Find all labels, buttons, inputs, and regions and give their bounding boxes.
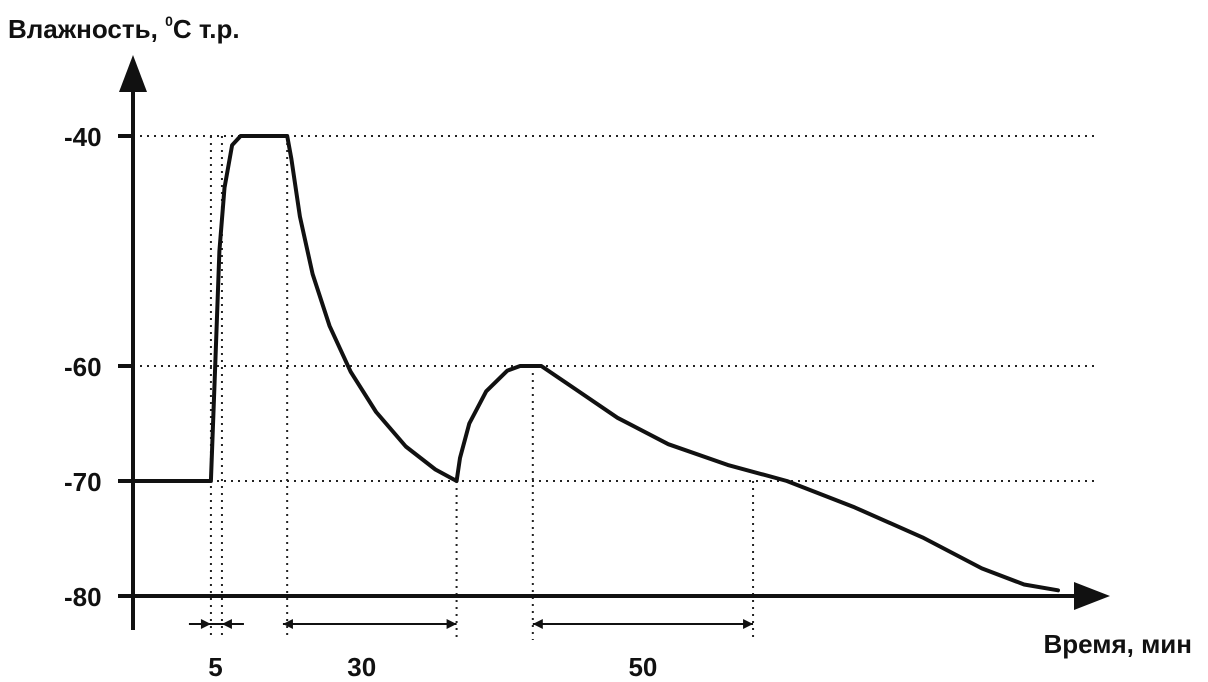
- series-group: [131, 134, 1060, 593]
- y-ticks: -40 -60 -70 -80: [64, 122, 133, 612]
- y-axis-arrow: [119, 55, 147, 92]
- y-tick-label: -70: [64, 467, 102, 497]
- interval-label: 5: [208, 652, 222, 682]
- vertical-guides: [209, 136, 755, 640]
- series-line: [131, 134, 1060, 593]
- x-axis-label: Время, мин: [1043, 629, 1192, 659]
- interval-dimensions: 5 30 50: [188, 619, 754, 682]
- dimension-arrowhead: [446, 619, 457, 629]
- dimension-arrowhead: [532, 619, 543, 629]
- dimension-arrowhead: [221, 619, 232, 629]
- y-axis-label: Влажность, 0C т.р.: [8, 13, 240, 44]
- dimension-arrowhead: [282, 619, 293, 629]
- x-axis-arrow: [1074, 582, 1110, 610]
- dimension-arrowhead: [200, 619, 211, 629]
- interval-label: 30: [347, 652, 376, 682]
- dimension-arrowhead: [743, 619, 754, 629]
- y-tick-label: -40: [64, 122, 102, 152]
- y-tick-label: -80: [64, 582, 102, 612]
- y-tick-label: -60: [64, 352, 102, 382]
- gridlines: [133, 135, 1098, 482]
- interval-label: 50: [628, 652, 657, 682]
